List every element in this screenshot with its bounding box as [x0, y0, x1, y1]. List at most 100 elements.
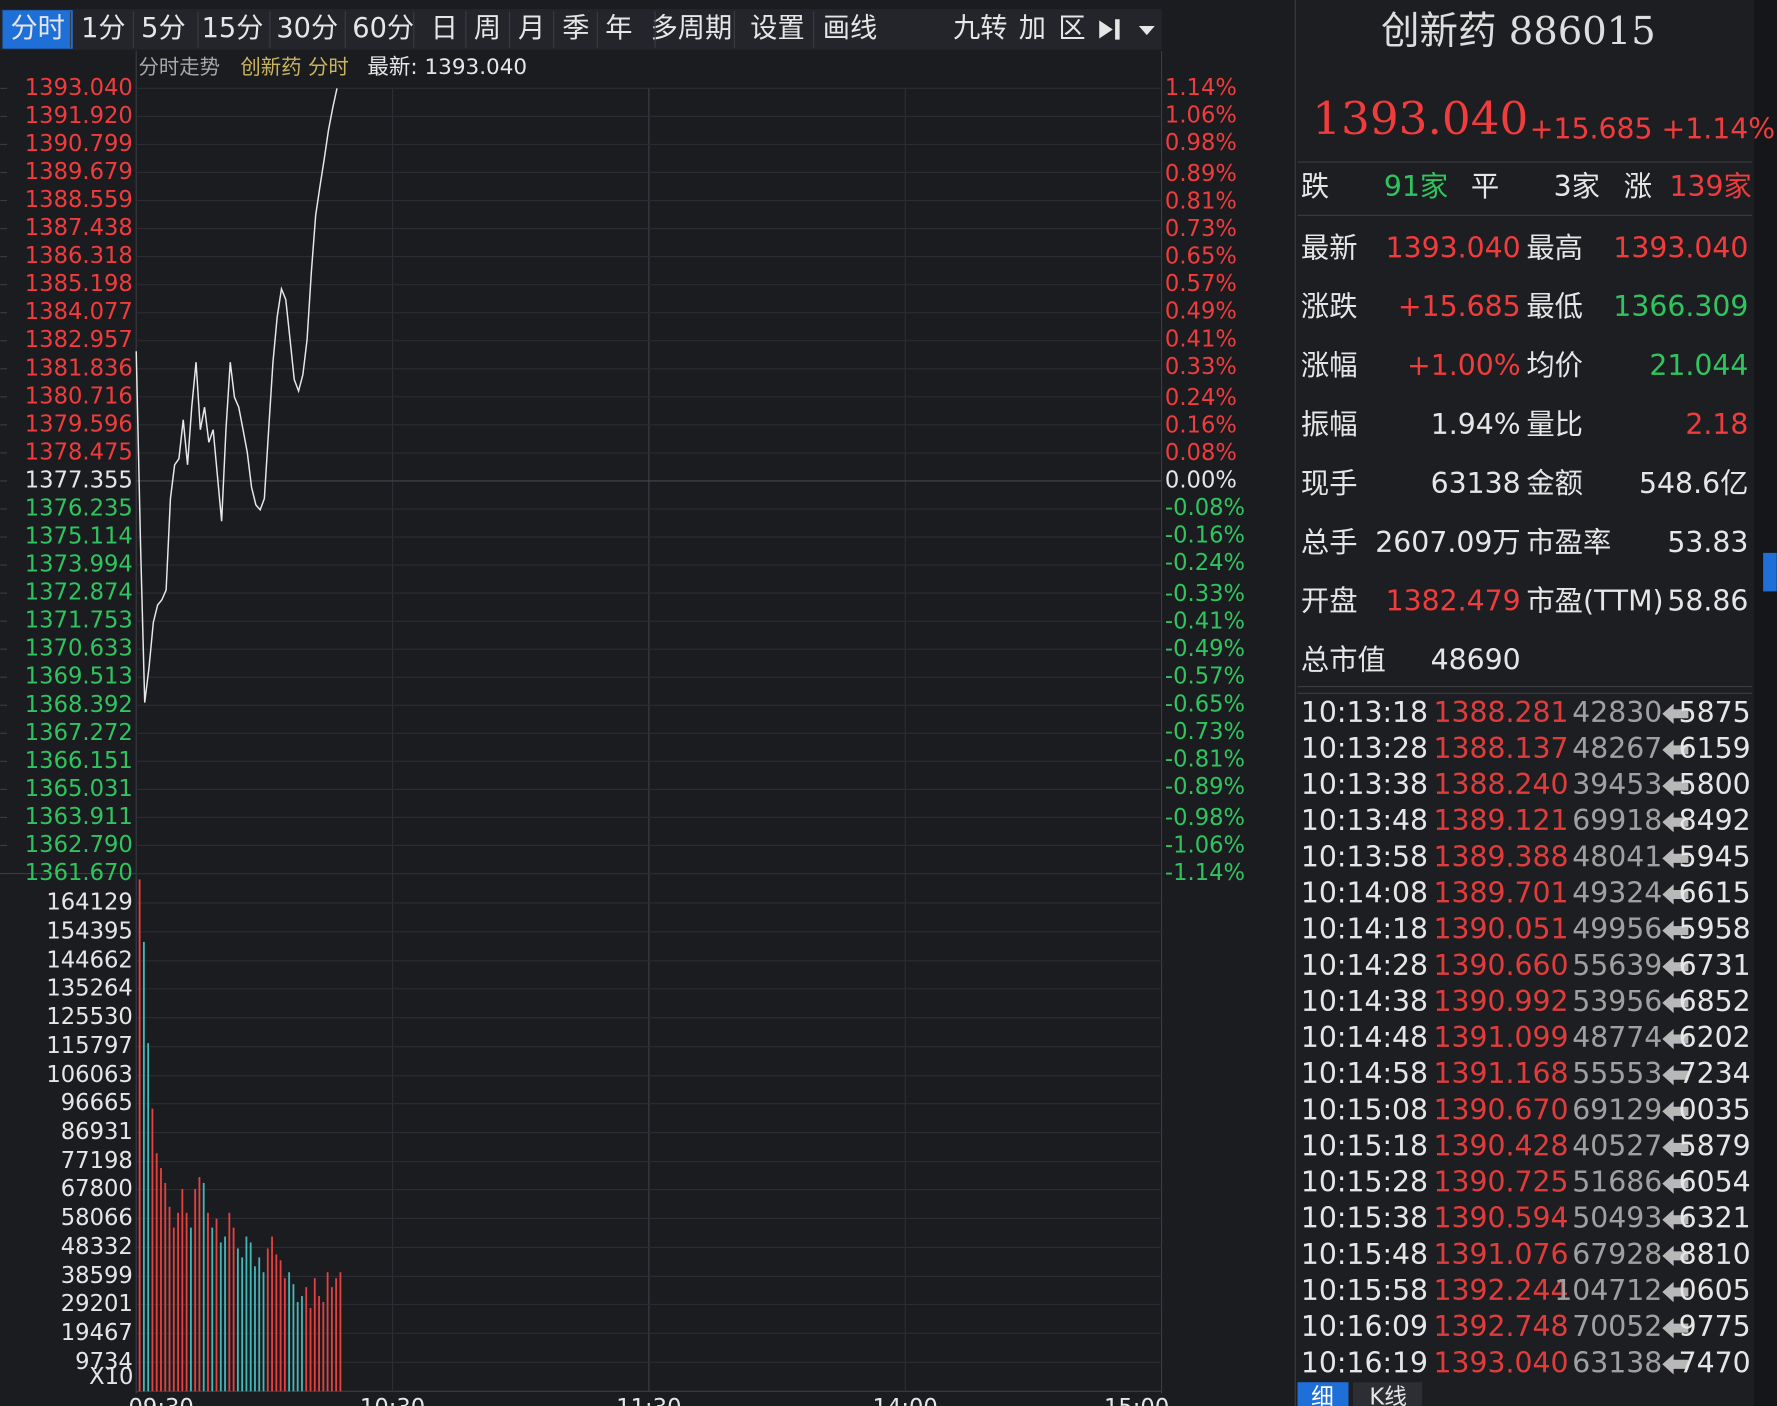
tick-volume: 48041	[1572, 840, 1662, 873]
tick-arrow	[1662, 775, 1689, 797]
tab[interactable]: 画线	[823, 13, 877, 44]
stat-label: 市盈率	[1526, 526, 1611, 559]
x-tick-label: 11:30	[616, 1395, 681, 1406]
tab-selected[interactable]	[1297, 1382, 1349, 1406]
y2-tick-label: 0.33%	[1165, 354, 1237, 380]
tab[interactable]: 季	[562, 13, 589, 44]
breadth-value: 139家	[1669, 170, 1751, 203]
volume-bar	[228, 1212, 231, 1392]
x-tick-label: 09:30	[129, 1395, 194, 1406]
panel-tab[interactable]: 细	[1311, 1385, 1334, 1406]
tick-volume: 53956	[1572, 985, 1662, 1018]
tab[interactable]: 日	[431, 13, 458, 44]
y-tick-label: 125530	[46, 1004, 132, 1030]
tick-time: 10:14:28	[1301, 949, 1428, 982]
toolbar	[0, 9, 1162, 50]
tick-price: 1389.388	[1433, 840, 1568, 873]
stat-value: 48690	[1431, 644, 1521, 677]
y-tick-label: 1375.114	[25, 524, 133, 550]
tick-price: 1393.040	[1433, 1346, 1568, 1379]
tab[interactable]: 月	[518, 13, 545, 44]
volume-bar	[168, 1206, 171, 1392]
tab[interactable]: 周	[474, 13, 501, 44]
tick-price: 1391.168	[1433, 1057, 1568, 1090]
y-tick-label: 1370.633	[25, 636, 133, 662]
y-tick-label: 29201	[61, 1291, 133, 1317]
tick-volume: 49324	[1572, 876, 1662, 909]
tab[interactable]	[1353, 1382, 1423, 1406]
y-tick-label: 1363.911	[25, 804, 133, 830]
tick-time: 10:15:58	[1301, 1274, 1428, 1307]
y-tick-label: 1372.874	[25, 580, 133, 606]
volume-bar	[313, 1278, 316, 1392]
tick-time: 10:16:09	[1301, 1310, 1428, 1343]
stat-label: 最高	[1526, 231, 1583, 264]
y-tick-label: 1378.475	[25, 439, 133, 465]
y-tick-label: 115797	[46, 1033, 132, 1059]
y2-tick-label: -0.16%	[1165, 523, 1245, 549]
y2-tick-label: 0.08%	[1165, 440, 1237, 466]
volume-bar	[147, 1043, 150, 1392]
y-tick-label: 1384.077	[25, 299, 133, 325]
y-tick-label: 135264	[46, 975, 132, 1001]
tick-time: 10:13:18	[1301, 696, 1428, 729]
volume-bar	[318, 1296, 320, 1392]
tick-arrow	[1662, 703, 1689, 724]
stat-label: 均价	[1526, 349, 1583, 382]
volume-bar	[155, 1153, 158, 1392]
tick-arrow	[1662, 1209, 1689, 1230]
y-tick-label: 1373.994	[25, 552, 133, 578]
stat-value: 1.94%	[1431, 408, 1521, 441]
tool[interactable]: 九转	[953, 13, 1007, 44]
y2-tick-label: -0.65%	[1165, 691, 1245, 717]
tool[interactable]: 区	[1058, 13, 1085, 44]
volume-bar	[292, 1284, 295, 1392]
tab[interactable]: 60分	[352, 13, 414, 44]
tick-volume: 70052	[1572, 1310, 1662, 1343]
tick-count: 7470	[1679, 1346, 1751, 1379]
tick-volume: 42830	[1572, 696, 1662, 729]
stat-value: 1366.309	[1613, 290, 1748, 323]
stat-label: 现手	[1301, 467, 1358, 500]
tab[interactable]: 30分	[276, 13, 338, 44]
volume-bar	[262, 1272, 265, 1392]
y2-tick-label: -0.81%	[1165, 746, 1245, 772]
volume-bar	[211, 1227, 214, 1392]
y-tick-label: 9734	[75, 1349, 133, 1375]
tool[interactable]: 加	[1019, 13, 1046, 44]
y2-tick-label: -0.24%	[1165, 550, 1245, 576]
tab[interactable]: 设置	[750, 13, 804, 44]
tick-arrow	[1662, 1354, 1689, 1375]
y-tick-label: 1368.392	[25, 692, 133, 718]
quote-change: +15.685 +1.14%	[1530, 112, 1775, 145]
y-tick-label: 1386.318	[25, 243, 133, 269]
tick-count: 6852	[1679, 985, 1751, 1018]
tab[interactable]: 年	[605, 13, 632, 44]
volume-bar	[309, 1307, 312, 1392]
volume-bar	[189, 1227, 192, 1392]
volume-bar	[224, 1236, 226, 1392]
tick-price: 1392.748	[1433, 1310, 1568, 1343]
tab[interactable]: 多周期	[651, 13, 733, 44]
tab[interactable]: 15分	[202, 13, 264, 44]
tick-time: 10:13:38	[1301, 768, 1428, 801]
tick-count: 6615	[1679, 876, 1751, 909]
y2-tick-label: -0.41%	[1165, 609, 1245, 635]
tick-arrow	[1662, 1281, 1689, 1303]
stat-value: 2607.09万	[1375, 526, 1520, 559]
tab[interactable]: 分时	[10, 13, 64, 44]
tick-price: 1388.137	[1433, 732, 1568, 765]
tab[interactable]: 1分	[81, 13, 125, 44]
tick-arrow	[1662, 1137, 1689, 1158]
tick-count: 6159	[1679, 732, 1751, 765]
volume-bar	[283, 1278, 286, 1392]
volume-bar	[185, 1212, 188, 1392]
tab[interactable]: 5分	[141, 13, 186, 44]
tick-count: 6731	[1679, 949, 1751, 982]
y2-tick-label: -0.89%	[1165, 774, 1245, 800]
panel-tab[interactable]: K线	[1369, 1385, 1407, 1406]
y2-tick-label: -0.33%	[1165, 581, 1245, 607]
y2-tick-label: -0.49%	[1165, 636, 1245, 662]
y2-tick-label: 0.73%	[1165, 216, 1237, 242]
stat-label: 金额	[1526, 467, 1583, 500]
